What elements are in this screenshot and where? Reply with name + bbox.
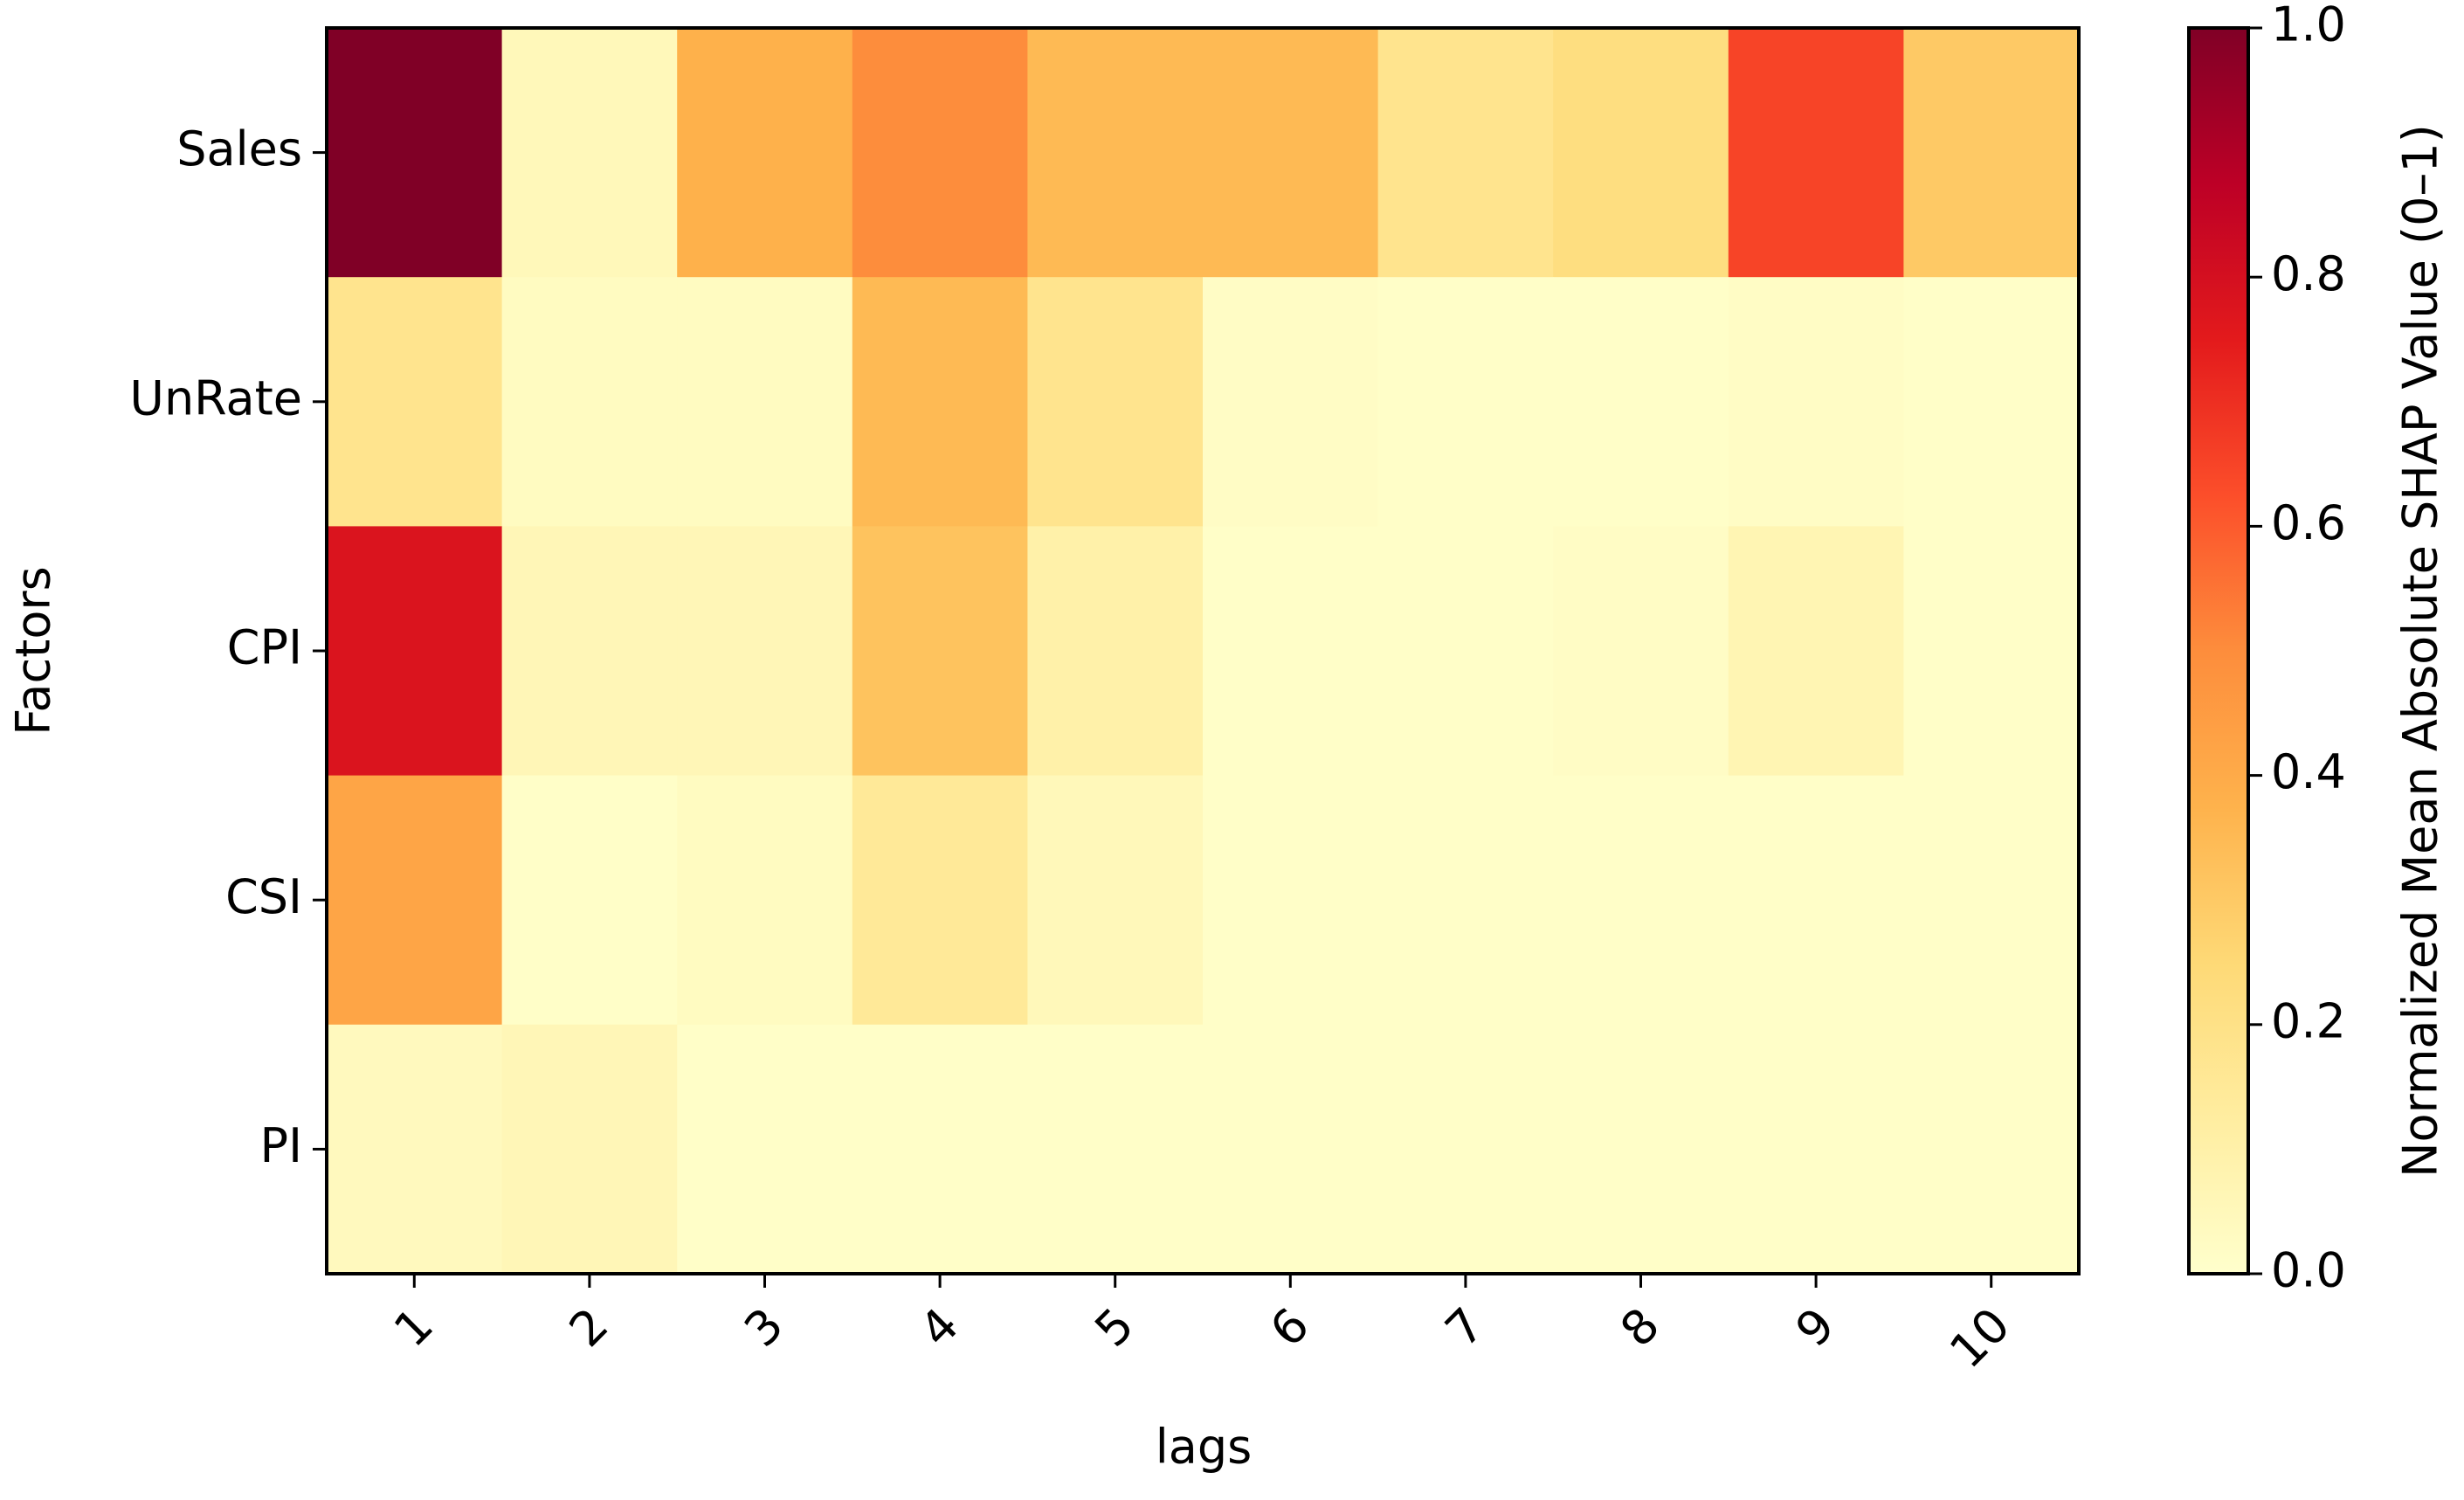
- x-tick-label: 1: [383, 1297, 444, 1358]
- heatmap-cell: [1203, 526, 1379, 777]
- heatmap-cell: [1903, 28, 2080, 278]
- heatmap-cell: [1027, 28, 1204, 278]
- heatmap-cell: [1553, 526, 1729, 777]
- heatmap-cell: [1903, 775, 2080, 1026]
- heatmap-cell: [1203, 1024, 1379, 1275]
- colorbar-tick-label: 0.0: [2271, 1243, 2346, 1298]
- heatmap-cell: [327, 28, 503, 278]
- heatmap-cell: [1728, 28, 1904, 278]
- x-tick-label: 4: [909, 1297, 970, 1358]
- heatmap-cell: [1027, 775, 1204, 1026]
- y-tick-label: Sales: [176, 121, 302, 176]
- heatmap-cell: [1728, 526, 1904, 777]
- heatmap-cell: [852, 277, 1028, 527]
- y-tick-label: CPI: [227, 620, 302, 675]
- heatmap-cell: [1027, 526, 1204, 777]
- x-tick-label: 5: [1084, 1297, 1144, 1358]
- y-tick-label: PI: [260, 1118, 303, 1173]
- colorbar-tick-label: 0.6: [2271, 495, 2346, 550]
- y-axis-label: Factors: [6, 566, 61, 735]
- heatmap-cell: [327, 277, 503, 527]
- heatmap-cell: [1203, 277, 1379, 527]
- heatmap-cell: [501, 1024, 678, 1275]
- heatmap-cell: [1728, 1024, 1904, 1275]
- heatmap-cell: [1553, 277, 1729, 527]
- x-tick-label: 6: [1260, 1297, 1320, 1358]
- heatmap-cell: [1553, 1024, 1729, 1275]
- heatmap-cell: [1728, 277, 1904, 527]
- y-tick-label: CSI: [225, 869, 302, 924]
- x-axis-label: lags: [1156, 1420, 1253, 1475]
- heatmap-cell: [1553, 775, 1729, 1026]
- heatmap-cell: [1203, 28, 1379, 278]
- heatmap-cell: [1728, 775, 1904, 1026]
- heatmap-cell: [1903, 277, 2080, 527]
- colorbar-tick-label: 1.0: [2271, 0, 2346, 52]
- heatmap-cell: [327, 526, 503, 777]
- heatmap-cell: [1903, 526, 2080, 777]
- x-tick-label: 2: [559, 1297, 619, 1358]
- heatmap-cell: [1027, 1024, 1204, 1275]
- heatmap-cell: [1027, 277, 1204, 527]
- heatmap-cell: [852, 526, 1028, 777]
- heatmap-cell: [1377, 526, 1554, 777]
- x-tick-label: 3: [734, 1297, 794, 1358]
- heatmap-cell: [501, 277, 678, 527]
- heatmap-cell: [677, 526, 853, 777]
- x-tick-label: 9: [1785, 1297, 1846, 1358]
- heatmap-cell: [852, 28, 1028, 278]
- heatmap-cell: [677, 277, 853, 527]
- heatmap-cell: [501, 28, 678, 278]
- heatmap-cell: [1553, 28, 1729, 278]
- x-tick-label: 8: [1610, 1297, 1670, 1358]
- x-tick-label: 7: [1435, 1297, 1495, 1358]
- heatmap-cell: [327, 1024, 503, 1275]
- heatmap-cell: [677, 775, 853, 1026]
- heatmap-cell: [1203, 775, 1379, 1026]
- colorbar-tick-label: 0.2: [2271, 993, 2346, 1048]
- heatmap-cell: [1377, 277, 1554, 527]
- heatmap-cell: [677, 1024, 853, 1275]
- heatmap-cell: [1903, 1024, 2080, 1275]
- heatmap-cell: [677, 28, 853, 278]
- colorbar-label: Normalized Mean Absolute SHAP Value (0–1…: [2393, 124, 2448, 1178]
- heatmap-cell: [501, 526, 678, 777]
- heatmap-cell: [501, 775, 678, 1026]
- colorbar-tick-label: 0.8: [2271, 246, 2346, 301]
- heatmap-cell: [1377, 775, 1554, 1026]
- x-tick-label: 10: [1939, 1297, 2020, 1379]
- heatmap-cell: [327, 775, 503, 1026]
- heatmap-cell: [852, 775, 1028, 1026]
- colorbar: [2187, 26, 2250, 1275]
- heatmap-cell: [1377, 1024, 1554, 1275]
- heatmap-cell: [852, 1024, 1028, 1275]
- colorbar-tick-label: 0.4: [2271, 744, 2346, 799]
- y-tick-label: UnRate: [129, 370, 302, 425]
- heatmap-cell: [1377, 28, 1554, 278]
